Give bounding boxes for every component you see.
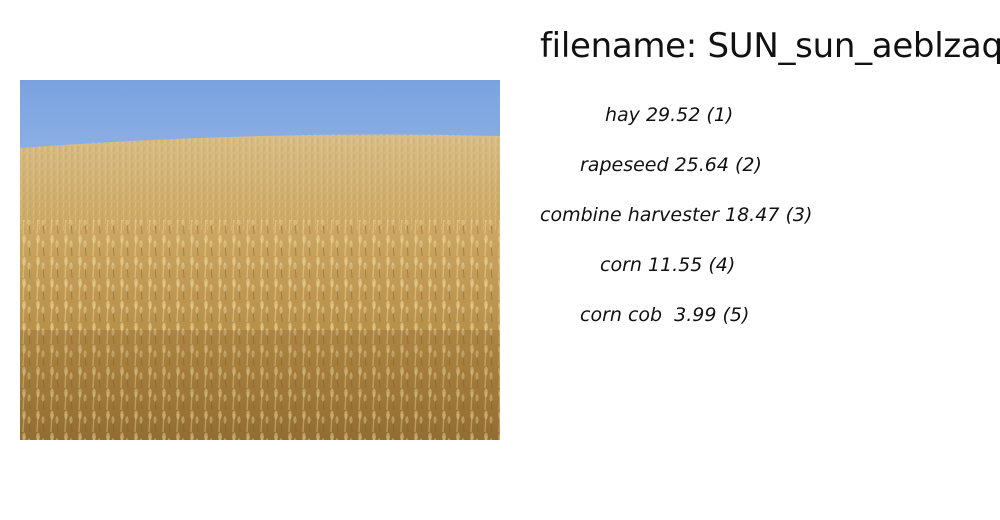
page-title: filename: SUN_sun_aeblzaqx bbox=[540, 26, 1000, 66]
prediction-item-1: hay 29.52 (1) bbox=[605, 104, 734, 126]
scene-photo bbox=[20, 80, 500, 440]
prediction-item-4: corn 11.55 (4) bbox=[600, 254, 736, 276]
prediction-item-2: rapeseed 25.64 (2) bbox=[580, 154, 762, 176]
prediction-item-3: combine harvester 18.47 (3) bbox=[540, 204, 813, 226]
wheat-field-photo-icon bbox=[20, 80, 500, 440]
prediction-item-5: corn cob 3.99 (5) bbox=[580, 304, 750, 326]
